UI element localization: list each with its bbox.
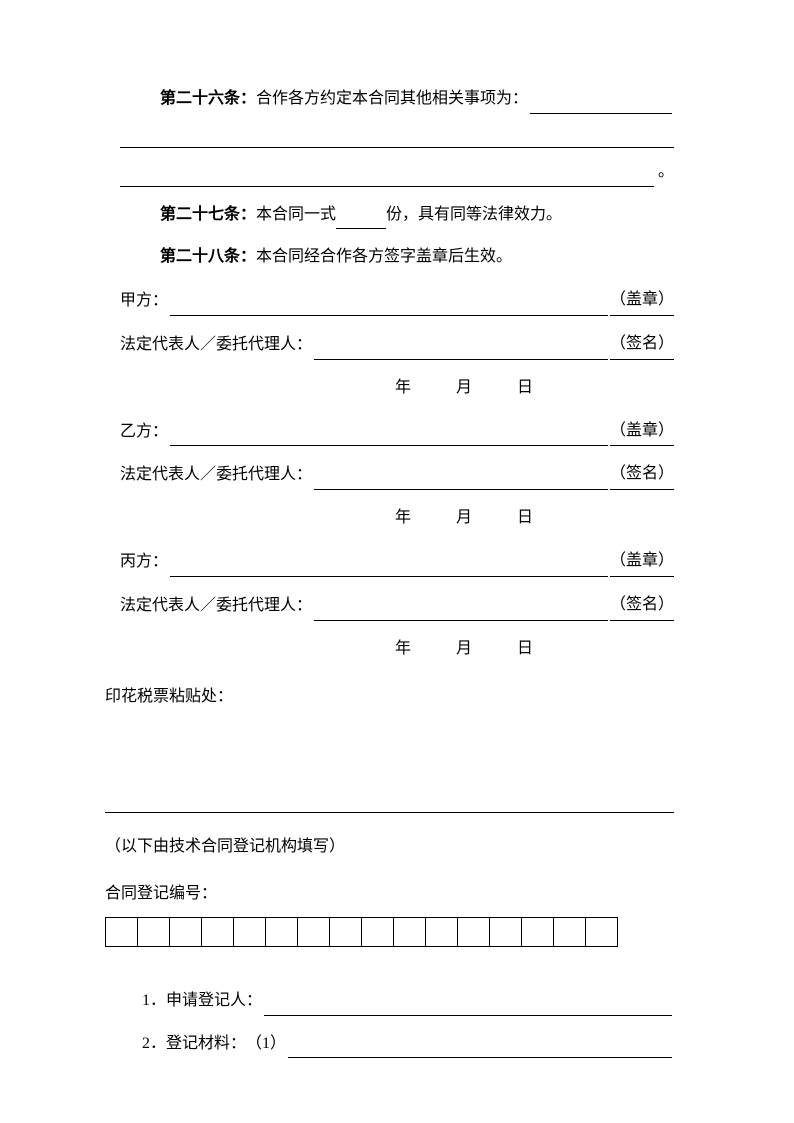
item-2-blank[interactable]	[288, 1038, 672, 1058]
rep-jia-sign: （签名）	[610, 330, 674, 360]
rep-yi-row: 法定代表人／委托代理人： （签名）	[120, 460, 674, 490]
reg-box[interactable]	[137, 917, 170, 947]
reg-box[interactable]	[521, 917, 554, 947]
party-yi-blank[interactable]	[170, 426, 608, 446]
date-year-bing: 年	[395, 635, 411, 664]
article-26-text: 合作各方约定本合同其他相关事项为：	[256, 85, 528, 114]
stamp-note: 印花税票粘贴处：	[105, 683, 674, 712]
party-yi-seal: （盖章）	[610, 417, 674, 447]
party-yi-label: 乙方：	[120, 418, 168, 447]
reg-box[interactable]	[457, 917, 490, 947]
date-day: 日	[517, 374, 533, 403]
reg-box[interactable]	[233, 917, 266, 947]
party-jia-seal: （盖章）	[610, 286, 674, 316]
reg-number-label: 合同登记编号：	[105, 880, 674, 909]
section-divider	[105, 812, 674, 813]
rep-bing-sign: （签名）	[610, 591, 674, 621]
party-jia-label: 甲方：	[120, 287, 168, 316]
reg-box[interactable]	[361, 917, 394, 947]
item-2-label: 登记材料：	[166, 1030, 246, 1059]
item-1-label: 申请登记人：	[166, 987, 262, 1016]
registry-section-note: （以下由技术合同登记机构填写）	[105, 833, 674, 862]
date-month-bing: 月	[456, 635, 472, 664]
article-28: 第二十八条： 本合同经合作各方签字盖章后生效。	[160, 243, 674, 272]
party-jia-row: 甲方： （盖章）	[120, 286, 674, 316]
item-2-num: 2．	[142, 1030, 166, 1059]
date-month: 月	[456, 374, 472, 403]
date-day-bing: 日	[517, 635, 533, 664]
reg-box[interactable]	[553, 917, 586, 947]
article-28-text: 本合同经合作各方签字盖章后生效。	[256, 243, 512, 272]
rep-yi-sign: （签名）	[610, 460, 674, 490]
date-yi: 年 月 日	[395, 504, 674, 533]
reg-box[interactable]	[393, 917, 426, 947]
rep-yi-label: 法定代表人／委托代理人：	[120, 461, 312, 490]
article-26-label: 第二十六条：	[160, 85, 256, 114]
end-period: 。	[658, 158, 674, 187]
article-27: 第二十七条： 本合同一式 份，具有同等法律效力。	[160, 201, 674, 230]
party-jia-blank[interactable]	[170, 296, 608, 316]
rep-yi-blank[interactable]	[314, 470, 608, 490]
item-1-num: 1．	[142, 987, 166, 1016]
continuation-line-1[interactable]	[120, 122, 674, 148]
rep-bing-row: 法定代表人／委托代理人： （签名）	[120, 591, 674, 621]
date-day-yi: 日	[517, 504, 533, 533]
continuation-line-2[interactable]	[120, 167, 654, 187]
article-26-blank[interactable]	[530, 94, 672, 114]
party-bing-label: 丙方：	[120, 548, 168, 577]
reg-box[interactable]	[265, 917, 298, 947]
reg-box[interactable]	[105, 917, 138, 947]
reg-box[interactable]	[329, 917, 362, 947]
party-bing-seal: （盖章）	[610, 547, 674, 577]
date-year-yi: 年	[395, 504, 411, 533]
article-27-text2: 份，具有同等法律效力。	[386, 201, 562, 230]
reg-box[interactable]	[585, 917, 618, 947]
item-1-blank[interactable]	[264, 996, 672, 1016]
party-yi-row: 乙方： （盖章）	[120, 417, 674, 447]
article-26: 第二十六条： 合作各方约定本合同其他相关事项为：	[160, 85, 674, 114]
article-27-label: 第二十七条：	[160, 201, 256, 230]
reg-box[interactable]	[425, 917, 458, 947]
item-2-sub: （1）	[246, 1030, 286, 1059]
item-1: 1． 申请登记人：	[142, 987, 674, 1016]
rep-jia-row: 法定代表人／委托代理人： （签名）	[120, 330, 674, 360]
party-bing-row: 丙方： （盖章）	[120, 547, 674, 577]
reg-box[interactable]	[169, 917, 202, 947]
article-27-text1: 本合同一式	[256, 201, 336, 230]
article-28-label: 第二十八条：	[160, 243, 256, 272]
rep-bing-label: 法定代表人／委托代理人：	[120, 592, 312, 621]
reg-box[interactable]	[297, 917, 330, 947]
rep-jia-label: 法定代表人／委托代理人：	[120, 331, 312, 360]
party-bing-blank[interactable]	[170, 557, 608, 577]
rep-jia-blank[interactable]	[314, 340, 608, 360]
rep-bing-blank[interactable]	[314, 601, 608, 621]
date-month-yi: 月	[456, 504, 472, 533]
reg-number-boxes	[105, 917, 674, 947]
reg-box[interactable]	[201, 917, 234, 947]
date-bing: 年 月 日	[395, 635, 674, 664]
article-27-blank[interactable]	[336, 209, 386, 229]
item-2: 2． 登记材料： （1）	[142, 1030, 674, 1059]
reg-box[interactable]	[489, 917, 522, 947]
date-jia: 年 月 日	[395, 374, 674, 403]
continuation-line-2-row: 。	[120, 158, 674, 187]
date-year: 年	[395, 374, 411, 403]
